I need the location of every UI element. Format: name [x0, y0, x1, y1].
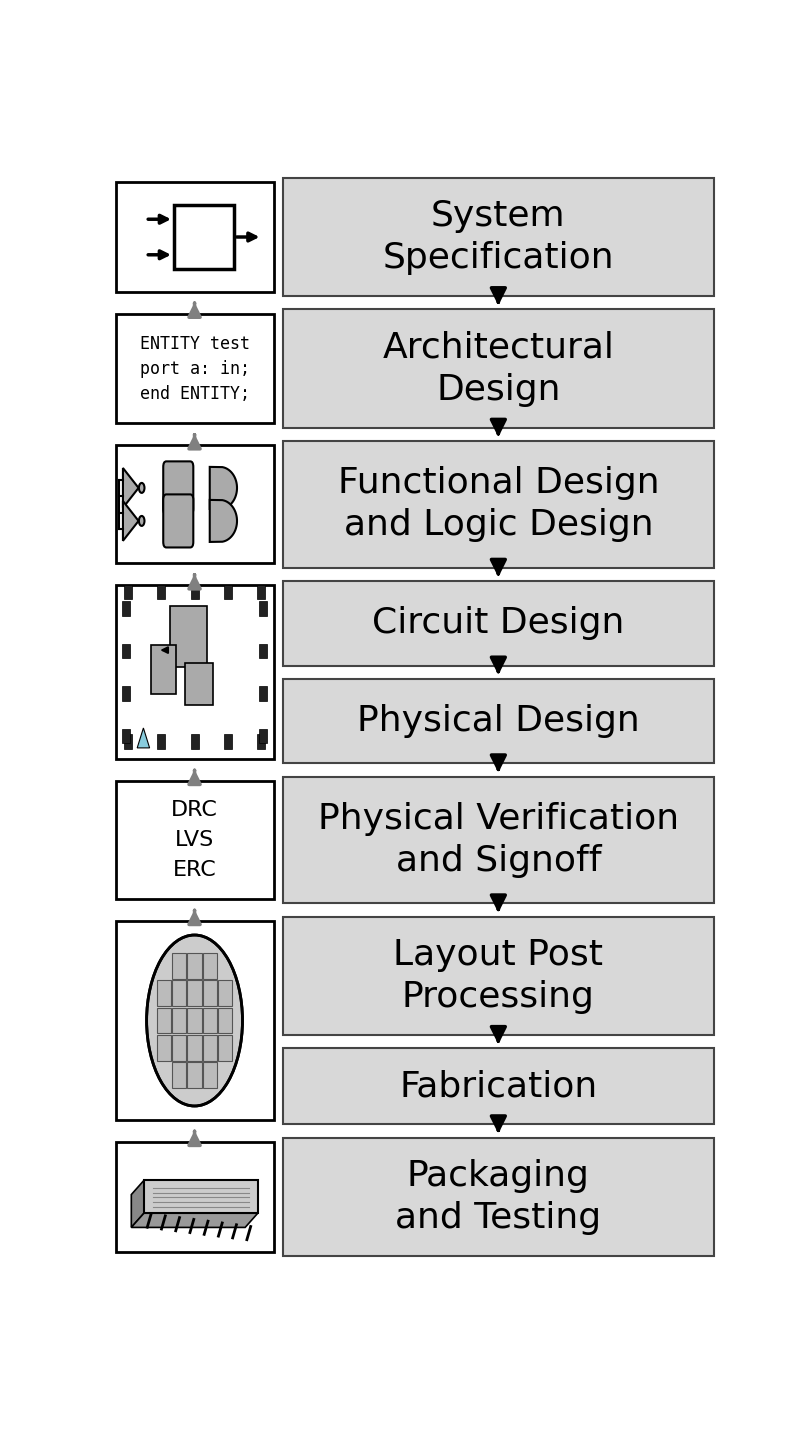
Polygon shape: [131, 1213, 258, 1228]
FancyBboxPatch shape: [283, 916, 714, 1035]
Text: Layout Post
Processing: Layout Post Processing: [394, 938, 603, 1014]
Text: Packaging
and Testing: Packaging and Testing: [395, 1159, 602, 1235]
FancyBboxPatch shape: [157, 1008, 171, 1034]
FancyBboxPatch shape: [151, 645, 176, 695]
Polygon shape: [138, 728, 150, 748]
FancyBboxPatch shape: [283, 309, 714, 428]
FancyBboxPatch shape: [218, 1035, 233, 1061]
FancyBboxPatch shape: [218, 981, 233, 1007]
FancyBboxPatch shape: [122, 729, 130, 744]
Text: System
Specification: System Specification: [382, 200, 614, 276]
FancyBboxPatch shape: [115, 586, 274, 760]
Polygon shape: [144, 1180, 258, 1213]
FancyBboxPatch shape: [257, 584, 266, 599]
Text: ENTITY test
port a: in;
end ENTITY;: ENTITY test port a: in; end ENTITY;: [139, 335, 250, 402]
FancyBboxPatch shape: [190, 734, 198, 748]
FancyBboxPatch shape: [283, 777, 714, 903]
FancyBboxPatch shape: [122, 602, 130, 616]
FancyBboxPatch shape: [202, 981, 217, 1007]
FancyBboxPatch shape: [187, 1035, 202, 1061]
FancyBboxPatch shape: [283, 582, 714, 666]
FancyBboxPatch shape: [259, 602, 267, 616]
Polygon shape: [123, 501, 138, 541]
Circle shape: [146, 935, 242, 1106]
FancyBboxPatch shape: [187, 1008, 202, 1034]
Polygon shape: [123, 468, 138, 508]
FancyBboxPatch shape: [122, 643, 130, 658]
FancyBboxPatch shape: [174, 205, 234, 269]
FancyBboxPatch shape: [115, 920, 274, 1120]
FancyBboxPatch shape: [283, 178, 714, 296]
Text: Physical Design: Physical Design: [357, 704, 640, 738]
FancyBboxPatch shape: [157, 1035, 171, 1061]
FancyBboxPatch shape: [202, 1063, 217, 1088]
FancyBboxPatch shape: [124, 584, 132, 599]
FancyBboxPatch shape: [115, 1142, 274, 1252]
FancyBboxPatch shape: [172, 1035, 186, 1061]
FancyBboxPatch shape: [283, 441, 714, 567]
Text: DRC
LVS
ERC: DRC LVS ERC: [171, 800, 218, 880]
Text: Circuit Design: Circuit Design: [372, 606, 625, 640]
FancyBboxPatch shape: [202, 1008, 217, 1034]
FancyBboxPatch shape: [157, 584, 166, 599]
FancyBboxPatch shape: [157, 981, 171, 1007]
FancyBboxPatch shape: [170, 606, 207, 666]
FancyBboxPatch shape: [115, 314, 274, 424]
FancyBboxPatch shape: [115, 445, 274, 563]
FancyBboxPatch shape: [187, 954, 202, 979]
Polygon shape: [131, 1180, 144, 1228]
FancyBboxPatch shape: [172, 1063, 186, 1088]
FancyBboxPatch shape: [283, 1137, 714, 1256]
FancyBboxPatch shape: [190, 584, 198, 599]
FancyBboxPatch shape: [163, 461, 194, 514]
Text: Fabrication: Fabrication: [399, 1070, 598, 1103]
FancyBboxPatch shape: [202, 954, 217, 979]
Circle shape: [139, 516, 145, 526]
FancyBboxPatch shape: [186, 663, 213, 705]
FancyBboxPatch shape: [122, 686, 130, 701]
FancyBboxPatch shape: [172, 1008, 186, 1034]
FancyBboxPatch shape: [218, 1008, 233, 1034]
Polygon shape: [210, 467, 237, 508]
Text: Physical Verification
and Signoff: Physical Verification and Signoff: [318, 801, 679, 877]
FancyBboxPatch shape: [259, 686, 267, 701]
FancyBboxPatch shape: [163, 494, 194, 547]
Circle shape: [139, 482, 145, 493]
FancyBboxPatch shape: [259, 729, 267, 744]
Text: Architectural
Design: Architectural Design: [382, 330, 614, 406]
FancyBboxPatch shape: [283, 1048, 714, 1124]
FancyBboxPatch shape: [257, 734, 266, 748]
Polygon shape: [210, 500, 237, 541]
FancyBboxPatch shape: [172, 954, 186, 979]
Text: Functional Design
and Logic Design: Functional Design and Logic Design: [338, 467, 659, 543]
FancyBboxPatch shape: [259, 643, 267, 658]
FancyBboxPatch shape: [224, 734, 232, 748]
FancyBboxPatch shape: [172, 981, 186, 1007]
FancyBboxPatch shape: [187, 1063, 202, 1088]
FancyBboxPatch shape: [202, 1035, 217, 1061]
FancyBboxPatch shape: [157, 734, 166, 748]
FancyBboxPatch shape: [224, 584, 232, 599]
FancyBboxPatch shape: [115, 182, 274, 292]
FancyBboxPatch shape: [124, 734, 132, 748]
FancyBboxPatch shape: [115, 781, 274, 899]
FancyBboxPatch shape: [283, 679, 714, 764]
FancyBboxPatch shape: [187, 981, 202, 1007]
